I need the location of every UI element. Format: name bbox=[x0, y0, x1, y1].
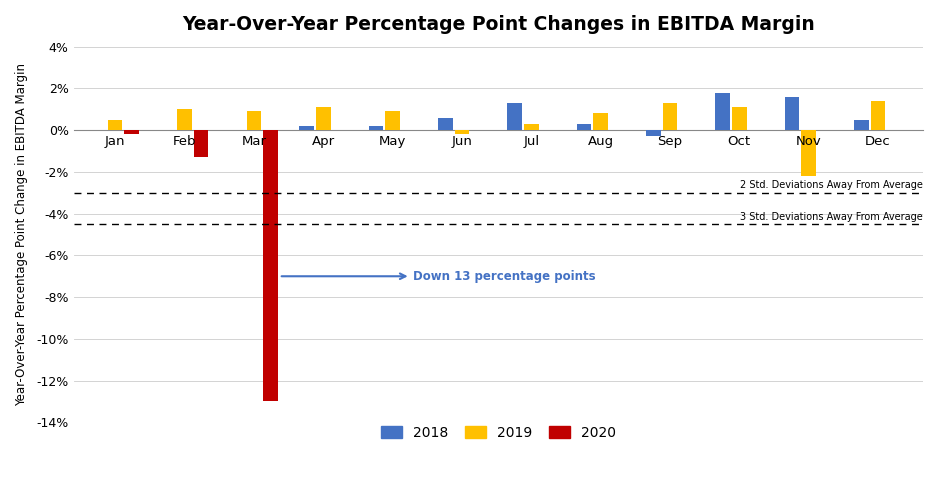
Text: Jul: Jul bbox=[523, 135, 539, 148]
Bar bbox=[801, 130, 816, 176]
Bar bbox=[716, 93, 730, 130]
Bar bbox=[732, 107, 747, 130]
Bar bbox=[854, 120, 869, 130]
Bar bbox=[264, 130, 278, 401]
Text: Jun: Jun bbox=[451, 135, 473, 148]
Bar bbox=[386, 111, 400, 130]
Bar bbox=[455, 130, 469, 134]
Bar bbox=[593, 114, 608, 130]
Text: Feb: Feb bbox=[173, 135, 196, 148]
Bar bbox=[108, 120, 123, 130]
Text: Oct: Oct bbox=[728, 135, 750, 148]
Bar bbox=[194, 130, 208, 157]
Text: Nov: Nov bbox=[795, 135, 822, 148]
Text: Dec: Dec bbox=[865, 135, 891, 148]
Text: May: May bbox=[379, 135, 406, 148]
Bar bbox=[247, 111, 261, 130]
Y-axis label: Year-Over-Year Percentage Point Change in EBITDA Margin: Year-Over-Year Percentage Point Change i… bbox=[15, 63, 28, 406]
Bar bbox=[662, 103, 677, 130]
Text: Down 13 percentage points: Down 13 percentage points bbox=[281, 270, 596, 283]
Legend: 2018, 2019, 2020: 2018, 2019, 2020 bbox=[375, 420, 621, 445]
Bar bbox=[646, 130, 660, 136]
Title: Year-Over-Year Percentage Point Changes in EBITDA Margin: Year-Over-Year Percentage Point Changes … bbox=[182, 15, 815, 34]
Bar bbox=[316, 107, 330, 130]
Text: Apr: Apr bbox=[311, 135, 335, 148]
Bar bbox=[784, 97, 799, 130]
Text: 3 Std. Deviations Away From Average: 3 Std. Deviations Away From Average bbox=[740, 212, 923, 221]
Bar bbox=[369, 126, 384, 130]
Bar bbox=[299, 126, 314, 130]
Bar bbox=[870, 101, 885, 130]
Bar bbox=[577, 124, 591, 130]
Text: Mar: Mar bbox=[241, 135, 266, 148]
Text: Sep: Sep bbox=[658, 135, 683, 148]
Text: Jan: Jan bbox=[105, 135, 126, 148]
Text: Aug: Aug bbox=[587, 135, 613, 148]
Bar bbox=[524, 124, 538, 130]
Bar bbox=[507, 103, 522, 130]
Text: 2 Std. Deviations Away From Average: 2 Std. Deviations Away From Average bbox=[740, 180, 923, 190]
Bar bbox=[438, 118, 452, 130]
Bar bbox=[125, 130, 139, 134]
Bar bbox=[177, 109, 192, 130]
